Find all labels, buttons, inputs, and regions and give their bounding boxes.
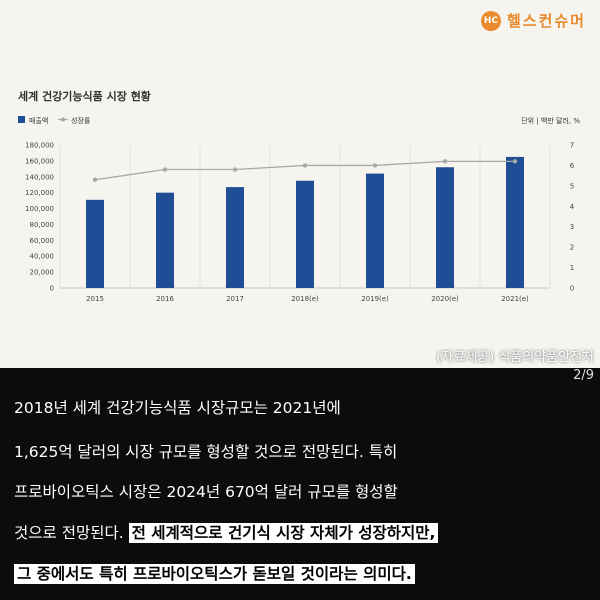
y-right-tick-label: 4	[570, 203, 575, 211]
x-tick-label: 2019(e)	[361, 295, 389, 303]
caption-line-2: 1,625억 달러의 시장 규모를 형성할 것으로 전망된다. 특히	[14, 443, 398, 461]
x-tick-label: 2018(e)	[291, 295, 319, 303]
caption-line-4-plain: 것으로 전망된다.	[14, 524, 129, 542]
y-right-tick-label: 6	[570, 162, 575, 170]
y-left-tick-label: 20,000	[30, 269, 55, 277]
page-indicator: 2/9	[573, 368, 594, 383]
y-right-tick-label: 7	[570, 142, 574, 150]
chart-title: 세계 건강기능식품 시장 현황	[18, 90, 151, 103]
x-tick-label: 2017	[226, 295, 244, 303]
y-left-tick-label: 60,000	[30, 237, 55, 245]
bar-2016	[156, 192, 174, 288]
legend-label-growth: 성장률	[71, 116, 91, 125]
caption-highlight-2: 그 중에서도 특히 프로바이오틱스가 돋보일 것이라는 의미다.	[14, 564, 415, 584]
brand: HC 헬스컨슈머	[480, 10, 586, 31]
y-left-tick-label: 100,000	[25, 205, 54, 213]
bar-2015	[86, 199, 104, 288]
y-left-tick-label: 140,000	[25, 173, 54, 181]
brand-logo-icon: HC	[480, 10, 501, 31]
unit-label: 단위 | 백만 달러, %	[521, 116, 580, 125]
caption-highlight-1: 전 세계적으로 건기식 시장 자체가 성장하지만,	[128, 523, 439, 543]
caption-line-1: 2018년 세계 건강기능식품 시장규모는 2021년에	[14, 399, 341, 417]
x-tick-label: 2015	[86, 295, 104, 303]
y-left-tick-label: 160,000	[25, 157, 54, 165]
y-right-tick-label: 5	[570, 182, 574, 190]
y-left-tick-label: 80,000	[30, 221, 55, 229]
x-tick-label: 2021(e)	[501, 295, 529, 303]
bar-2017	[226, 187, 244, 288]
y-left-tick-label: 120,000	[25, 189, 54, 197]
brand-name: 헬스컨슈머	[506, 12, 586, 30]
growth-point-2018(e)	[302, 163, 308, 168]
growth-point-2015	[92, 177, 98, 182]
bar-2018(e)	[296, 180, 314, 288]
legend-marker-growth	[61, 117, 65, 122]
y-left-tick-label: 40,000	[30, 253, 55, 261]
caption-line-3: 프로바이오틱스 시장은 2024년 670억 달러 규모를 형성할	[14, 483, 398, 501]
growth-point-2019(e)	[372, 163, 378, 168]
legend-swatch-sales	[18, 116, 25, 123]
y-right-tick-label: 3	[570, 223, 574, 231]
x-tick-label: 2020(e)	[431, 295, 459, 303]
caption-panel: 2/9 2018년 세계 건강기능식품 시장규모는 2021년에 1,625억 …	[0, 368, 600, 600]
growth-point-2017	[232, 167, 238, 172]
y-left-tick-label: 0	[50, 285, 54, 293]
y-right-tick-label: 1	[570, 264, 574, 272]
caption-line-5: 그 중에서도 특히 프로바이오틱스가 돋보일 것이라는 의미다.	[14, 562, 415, 584]
bar-2020(e)	[436, 167, 454, 288]
source-credit: (자료제공) 식품의약품안전처	[436, 350, 594, 365]
bar-2021(e)	[506, 156, 524, 288]
y-right-tick-label: 2	[570, 244, 574, 252]
y-left-tick-label: 180,000	[25, 142, 54, 150]
growth-point-2021(e)	[512, 159, 518, 164]
bar-2019(e)	[366, 173, 384, 288]
chart: 매출액 성장률 단위 | 백만 달러, % 0 20,000 40,000 60,000 80…	[18, 116, 580, 303]
x-tick-label: 2016	[156, 295, 174, 303]
caption-line-4: 것으로 전망된다. 전 세계적으로 건기식 시장 자체가 성장하지만,	[14, 521, 439, 543]
y-right-tick-label: 0	[570, 285, 574, 293]
growth-point-2020(e)	[442, 159, 448, 164]
growth-point-2016	[162, 167, 168, 172]
legend-label-sales: 매출액	[29, 116, 48, 125]
